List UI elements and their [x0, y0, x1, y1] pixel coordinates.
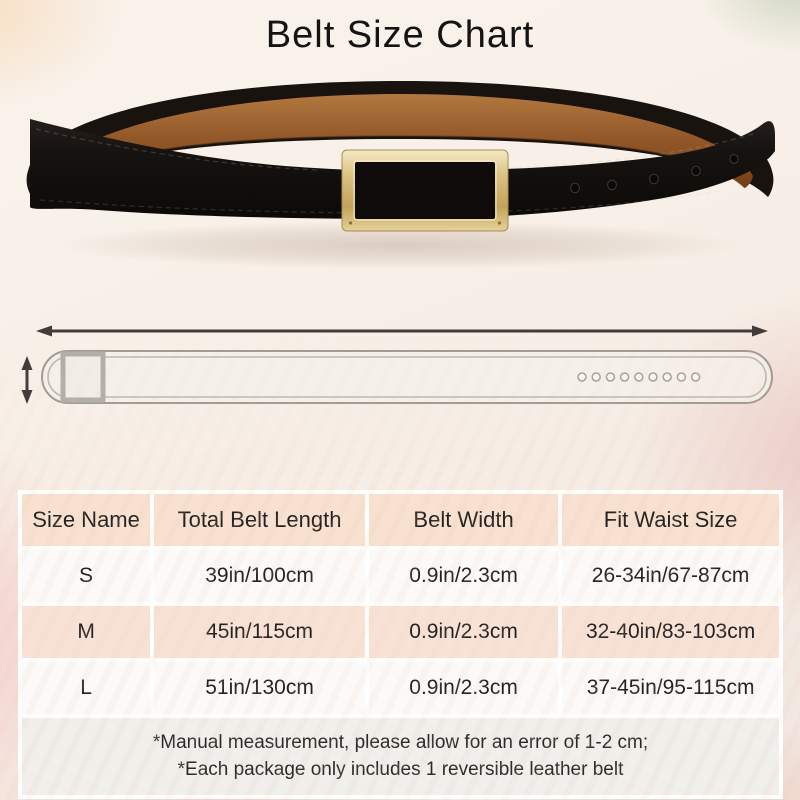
size-table-header-row: Size Name Total Belt Length Belt Width Fit …: [22, 494, 779, 546]
column-header: Fit Waist Size: [562, 494, 779, 546]
belt-photo: [26, 81, 775, 269]
flat-belt-outline: [41, 350, 773, 404]
table-cell: 0.9in/2.3cm: [368, 550, 559, 602]
table-cell: L: [22, 662, 151, 714]
table-cell: 32-40in/83-103cm: [562, 606, 779, 658]
table-cell: 37-45in/95-115cm: [562, 662, 779, 714]
size-table-block: Size Name Total Belt Length Belt Width Fit …: [18, 490, 783, 799]
table-cell: 26-34in/67-87cm: [562, 550, 779, 602]
belt-lining: [47, 94, 753, 188]
width-arrow-icon: [21, 356, 33, 404]
table-cell: 45in/115cm: [154, 606, 365, 658]
page-title: Belt Size Chart: [265, 14, 535, 56]
table-cell: 39in/100cm: [154, 550, 365, 602]
table-cell: 0.9in/2.3cm: [368, 606, 559, 658]
table-cell: S: [22, 550, 151, 602]
length-arrow-icon: [36, 325, 768, 337]
table-row: L 51in/130cm 0.9in/2.3cm 37-45in/95-115cm: [22, 662, 779, 714]
column-header: Size Name: [22, 494, 151, 546]
table-row: M 45in/115cm 0.9in/2.3cm 32-40in/83-103cm: [22, 606, 779, 658]
table-cell: 51in/130cm: [154, 662, 365, 714]
table-cell: M: [22, 606, 151, 658]
table-cell: 0.9in/2.3cm: [368, 662, 559, 714]
column-header: Belt Width: [368, 494, 559, 546]
belt-stitching-top: [35, 128, 757, 171]
flat-belt-buckle: [60, 351, 106, 403]
size-table: Size Name Total Belt Length Belt Width Fit …: [18, 490, 783, 718]
belt-shadow: [55, 221, 745, 269]
belt-holes: [570, 154, 739, 194]
size-table-body: S 39in/100cm 0.9in/2.3cm 26-34in/67-87cm M 45…: [22, 550, 779, 714]
footnote-line: *Each package only includes 1 reversible…: [177, 759, 624, 780]
belt-front-strap: [30, 119, 775, 219]
belt-buckle: [341, 149, 509, 232]
footnotes: *Manual measurement, please allow for an…: [22, 718, 779, 795]
belt-measure-diagram: [21, 325, 773, 404]
column-header: Total Belt Length: [154, 494, 365, 546]
footnote-line: *Manual measurement, please allow for an…: [152, 732, 649, 753]
flat-belt-holes: [577, 372, 701, 382]
table-row: S 39in/100cm 0.9in/2.3cm 26-34in/67-87cm: [22, 550, 779, 602]
